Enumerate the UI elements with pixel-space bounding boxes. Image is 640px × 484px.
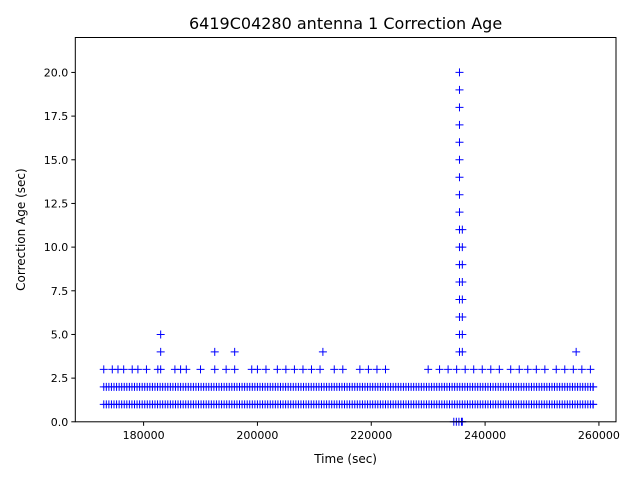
data-point <box>458 243 467 252</box>
data-point <box>156 330 165 339</box>
data-point <box>364 365 373 374</box>
data-point <box>486 365 495 374</box>
data-point <box>589 400 598 409</box>
data-point <box>458 312 467 321</box>
data-point <box>424 365 433 374</box>
data-point <box>455 173 464 182</box>
data-point <box>569 365 578 374</box>
data-point <box>478 365 487 374</box>
x-tick-label: 180000 <box>123 429 165 442</box>
data-point <box>532 365 541 374</box>
data-point <box>589 382 598 391</box>
data-point <box>307 365 316 374</box>
data-point <box>210 347 219 356</box>
y-tick-label: 20.0 <box>44 66 69 79</box>
data-point <box>458 260 467 269</box>
x-tick-label: 220000 <box>350 429 392 442</box>
data-point <box>222 365 231 374</box>
data-point <box>318 347 327 356</box>
data-point <box>133 365 142 374</box>
data-point <box>577 365 586 374</box>
y-tick-label: 12.5 <box>44 197 69 210</box>
y-tick-label: 15.0 <box>44 154 69 167</box>
data-point <box>182 365 191 374</box>
y-tick-label: 10.0 <box>44 241 69 254</box>
data-point <box>330 365 339 374</box>
data-point <box>99 365 108 374</box>
data-point <box>281 365 290 374</box>
y-tick-label: 0.0 <box>51 416 69 429</box>
y-axis-ticks: 0.0 2.5 5.0 7.5 10.0 12.5 15.0 17.5 20.0 <box>44 66 76 429</box>
data-point <box>142 365 151 374</box>
y-tick-label: 7.5 <box>51 285 69 298</box>
y-axis-label: Correction Age (sec) <box>14 168 28 291</box>
x-tick-label: 240000 <box>464 429 506 442</box>
data-point <box>560 365 569 374</box>
data-point <box>298 365 307 374</box>
data-point <box>156 365 165 374</box>
data-point <box>586 365 595 374</box>
plot-marks <box>99 68 598 426</box>
data-point <box>210 365 219 374</box>
data-point <box>455 155 464 164</box>
data-point <box>540 365 549 374</box>
data-point <box>253 365 262 374</box>
y-tick-label: 2.5 <box>51 372 69 385</box>
y-tick-label: 17.5 <box>44 110 69 123</box>
data-point <box>455 190 464 199</box>
data-point <box>515 365 524 374</box>
data-point <box>458 295 467 304</box>
data-point <box>458 225 467 234</box>
data-point <box>458 330 467 339</box>
data-point <box>458 347 467 356</box>
data-point <box>261 365 270 374</box>
data-point <box>458 278 467 287</box>
data-point <box>455 120 464 129</box>
data-point <box>381 365 390 374</box>
x-axis-label: Time (sec) <box>313 452 377 466</box>
data-point <box>455 103 464 112</box>
data-point <box>523 365 532 374</box>
data-point <box>230 365 239 374</box>
axes-frame <box>74 37 617 423</box>
data-point <box>372 365 381 374</box>
data-point <box>455 208 464 217</box>
data-point <box>156 347 165 356</box>
data-point <box>506 365 515 374</box>
x-tick-label: 200000 <box>236 429 278 442</box>
chart-title: 6419C04280 antenna 1 Correction Age <box>189 14 502 33</box>
data-point <box>455 68 464 77</box>
data-point <box>552 365 561 374</box>
data-point <box>355 365 364 374</box>
data-point <box>290 365 299 374</box>
x-axis-ticks: 180000 200000 220000 240000 260000 <box>123 421 620 442</box>
data-point <box>316 365 325 374</box>
data-point <box>230 347 239 356</box>
data-point <box>196 365 205 374</box>
data-point <box>338 365 347 374</box>
data-point <box>469 365 478 374</box>
data-point <box>119 365 128 374</box>
x-tick-label: 260000 <box>578 429 620 442</box>
data-point <box>495 365 504 374</box>
data-point <box>572 347 581 356</box>
data-point <box>435 365 444 374</box>
data-point <box>273 365 282 374</box>
data-point <box>461 365 470 374</box>
data-point <box>455 85 464 94</box>
data-point <box>455 138 464 147</box>
data-point <box>452 365 461 374</box>
data-point <box>444 365 453 374</box>
y-tick-label: 5.0 <box>51 328 69 341</box>
